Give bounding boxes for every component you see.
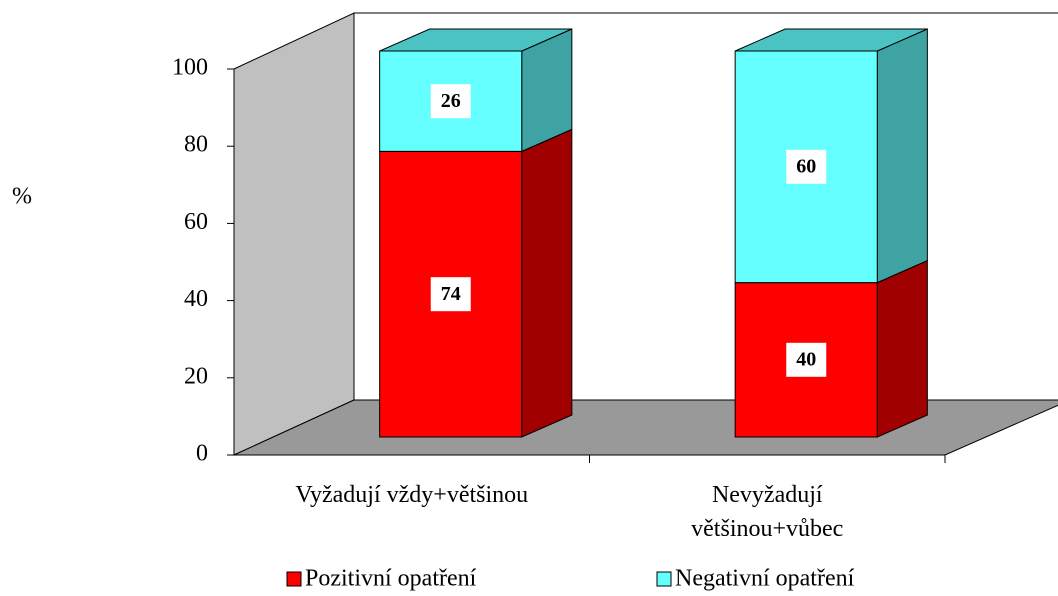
- y-tick-label: 20: [184, 363, 208, 389]
- bar-side: [876, 28, 928, 284]
- legend-label: Negativní opatření: [675, 566, 855, 592]
- x-tick-label: Nevyžadují většinou+vůbec: [691, 482, 844, 542]
- bar-side: [521, 128, 573, 438]
- bar-top: [734, 28, 928, 52]
- data-label-box: [430, 84, 471, 119]
- floor: [233, 399, 1058, 456]
- bar-side: [876, 259, 928, 438]
- y-tick-label: 100: [172, 55, 208, 81]
- bar-front: [734, 282, 878, 438]
- y-tick-label: 40: [184, 286, 208, 312]
- side-wall: [233, 12, 355, 456]
- legend-swatch: [656, 571, 672, 587]
- y-tick-label: 80: [184, 132, 208, 158]
- data-label: 74: [441, 283, 461, 305]
- data-label-box: [786, 342, 827, 377]
- y-axis-label: %: [12, 184, 32, 210]
- y-tick-label: 60: [184, 209, 208, 235]
- legend-label: Pozitivní opatření: [305, 566, 477, 592]
- data-label-box: [786, 149, 827, 184]
- data-label: 60: [796, 155, 816, 177]
- bar-top: [379, 28, 573, 52]
- legend-swatch: [286, 571, 302, 587]
- x-tick-label: Vyžadují vždy+většinou: [295, 482, 529, 508]
- data-label: 26: [441, 90, 461, 112]
- data-label-box: [430, 277, 471, 312]
- y-tick-label: 0: [196, 441, 208, 467]
- data-label: 40: [796, 348, 816, 370]
